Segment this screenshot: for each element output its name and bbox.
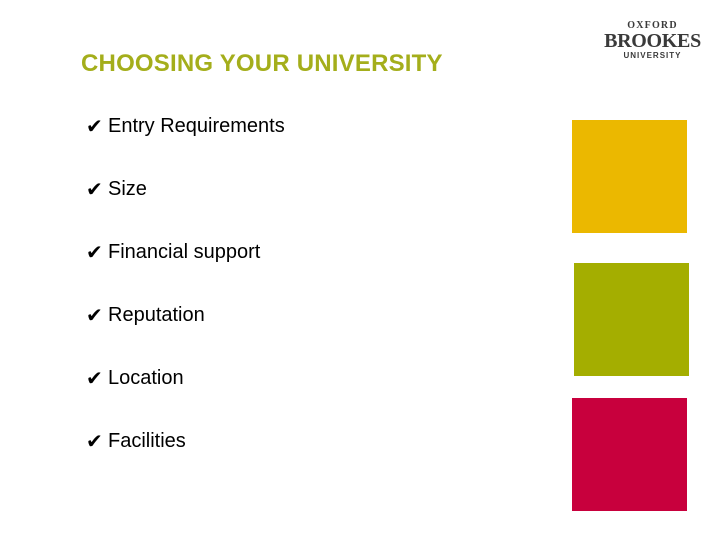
check-icon: ✔ xyxy=(86,177,103,201)
checklist-item-label: Facilities xyxy=(108,430,186,452)
checklist-item-label: Financial support xyxy=(108,241,261,263)
checklist-item-entry-requirements: ✔ Entry Requirements xyxy=(86,112,285,175)
logo-line-oxford: OXFORD xyxy=(627,20,678,31)
decorative-block-red xyxy=(572,398,687,511)
criteria-checklist: ✔ Entry Requirements ✔ Size ✔ Financial … xyxy=(86,112,285,490)
decorative-block-yellow xyxy=(572,120,687,233)
checklist-item-label: Entry Requirements xyxy=(108,115,285,137)
checklist-item-label: Reputation xyxy=(108,304,205,326)
check-icon: ✔ xyxy=(86,303,103,327)
logo-line-university: UNIVERSITY xyxy=(623,51,682,60)
decorative-block-green xyxy=(574,263,689,376)
slide-title: CHOOSING YOUR UNIVERSITY xyxy=(81,50,443,77)
checklist-item-facilities: ✔ Facilities xyxy=(86,427,285,490)
check-icon: ✔ xyxy=(86,366,103,390)
check-icon: ✔ xyxy=(86,429,103,453)
checklist-item-size: ✔ Size xyxy=(86,175,285,238)
checklist-item-label: Location xyxy=(108,367,184,389)
checklist-item-label: Size xyxy=(108,178,147,200)
checklist-item-financial-support: ✔ Financial support xyxy=(86,238,285,301)
check-icon: ✔ xyxy=(86,240,103,264)
check-icon: ✔ xyxy=(86,114,103,138)
logo-line-brookes: BROOKES xyxy=(604,30,701,52)
checklist-item-location: ✔ Location xyxy=(86,364,285,427)
oxford-brookes-logo: OXFORD BROOKES UNIVERSITY xyxy=(600,20,705,60)
checklist-item-reputation: ✔ Reputation xyxy=(86,301,285,364)
